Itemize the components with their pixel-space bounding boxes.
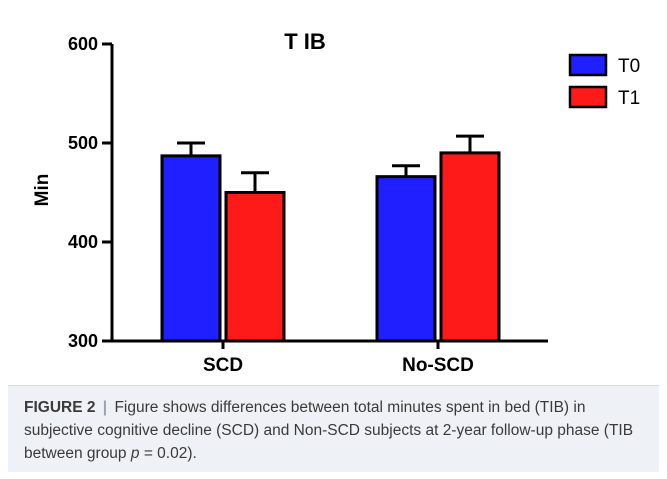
y-tick-label: 400 — [68, 232, 98, 252]
caption-text-end: = 0.02). — [143, 445, 197, 462]
legend: T0 T1 — [568, 53, 640, 109]
bar-t0-no-scd — [375, 175, 437, 343]
legend-swatch-t0 — [568, 53, 608, 77]
caption-p-symbol: p — [130, 445, 140, 462]
y-tick-label: 500 — [68, 133, 98, 153]
y-tick-label: 300 — [68, 331, 98, 351]
legend-label-t1: T1 — [618, 88, 640, 109]
y-axis-label: Min — [32, 174, 53, 207]
x-tick-label: No-SCD — [402, 355, 474, 376]
caption-separator: | — [102, 399, 108, 416]
chart-title: T IB — [284, 29, 326, 54]
figure-caption: FIGURE 2 | Figure shows differences betw… — [8, 385, 659, 472]
caption-text: Figure shows differences between total m… — [24, 399, 634, 462]
figure-label: FIGURE 2 — [24, 399, 96, 416]
x-tick-label: SCD — [203, 355, 243, 376]
y-tick-label: 600 — [68, 34, 98, 54]
bar-t0-scd — [160, 154, 222, 343]
legend-label-t0: T0 — [618, 56, 640, 77]
legend-swatch-t1 — [568, 85, 608, 109]
bar-chart: T IB Min 300 400 500 600 SCD No-SCD T0 T1 — [32, 29, 640, 376]
bar-t1-scd — [224, 191, 286, 343]
bar-t1-no-scd — [439, 151, 501, 343]
plot-area: 300 400 500 600 SCD No-SCD — [68, 34, 548, 376]
